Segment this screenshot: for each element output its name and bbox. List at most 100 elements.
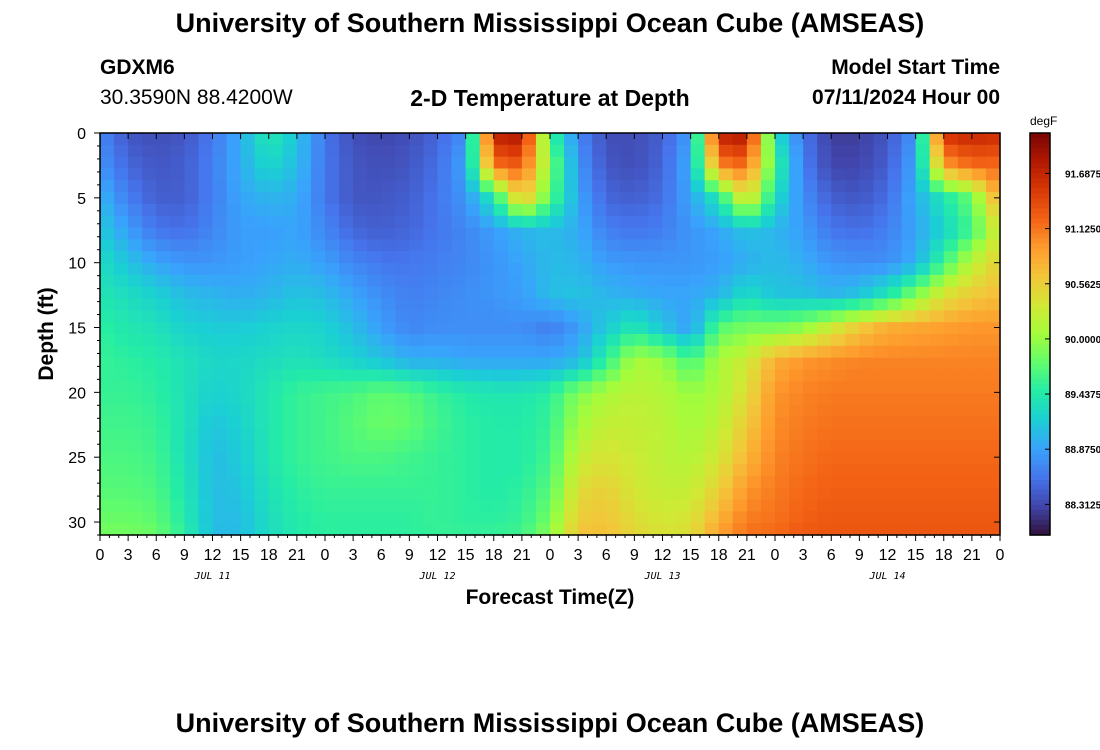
heatmap-cell: [170, 499, 185, 512]
heatmap-cell: [971, 192, 987, 205]
heatmap-cell: [409, 286, 425, 300]
heatmap-cell: [971, 180, 987, 193]
heatmap-cell: [634, 180, 650, 193]
heatmap-cell: [578, 357, 593, 371]
heatmap-cell: [690, 239, 706, 252]
heatmap-cell: [550, 192, 565, 205]
heatmap-cell: [282, 357, 298, 371]
heatmap-cell: [479, 168, 495, 181]
heatmap-cell: [760, 227, 776, 241]
heatmap-cell: [437, 464, 453, 477]
heatmap-cell: [915, 416, 931, 430]
heatmap-cell: [803, 192, 818, 205]
heatmap-cell: [353, 369, 368, 382]
heatmap-cell: [114, 523, 129, 536]
heatmap-cell: [789, 499, 804, 512]
heatmap-cell: [367, 286, 382, 300]
heatmap-cell: [634, 334, 650, 347]
heatmap-cell: [451, 357, 467, 371]
colorbar-swatch: [1030, 223, 1050, 230]
heatmap-cell: [648, 144, 664, 158]
heatmap-cell: [479, 215, 495, 229]
heatmap-cell: [662, 203, 678, 217]
heatmap-cell: [662, 192, 678, 205]
heatmap-cell: [142, 192, 157, 205]
heatmap-cell: [268, 180, 284, 193]
heatmap-cell: [676, 322, 692, 335]
heatmap-cell: [114, 428, 129, 442]
heatmap-cell: [296, 168, 312, 181]
heatmap-cell: [789, 144, 804, 158]
heatmap-cell: [423, 144, 439, 158]
heatmap-cell: [451, 404, 467, 418]
heatmap-cell: [437, 334, 453, 347]
heatmap-cell: [226, 156, 242, 170]
heatmap-cell: [929, 192, 945, 205]
colorbar-swatch: [1030, 213, 1050, 220]
station-coords: 30.3590N 88.4200W: [100, 86, 293, 109]
heatmap-cell: [268, 192, 284, 205]
heatmap-cell: [578, 499, 593, 512]
heatmap-cell: [184, 452, 200, 465]
heatmap-cell: [325, 345, 340, 359]
heatmap-cell: [395, 133, 410, 146]
heatmap-cell: [634, 464, 650, 477]
heatmap-cell: [100, 180, 115, 193]
heatmap-cell: [156, 511, 171, 524]
heatmap-cell: [535, 416, 551, 430]
heatmap-cell: [957, 168, 973, 181]
heatmap-cell: [465, 428, 481, 442]
heatmap-cell: [170, 251, 185, 264]
heatmap-cell: [325, 215, 340, 229]
heatmap-cell: [845, 393, 860, 406]
heatmap-cell: [564, 345, 579, 359]
heatmap-cell: [971, 369, 987, 382]
heatmap-cell: [521, 404, 537, 418]
heatmap-cell: [929, 156, 945, 170]
heatmap-cell: [929, 369, 945, 382]
heatmap-cell: [648, 263, 664, 276]
heatmap-cell: [887, 475, 903, 489]
heatmap-cell: [873, 298, 889, 311]
heatmap-cell: [915, 192, 931, 205]
heatmap-cell: [648, 523, 664, 536]
heatmap-cell: [915, 133, 931, 146]
heatmap-cell: [760, 487, 776, 501]
heatmap-cell: [732, 168, 748, 181]
heatmap-cell: [451, 416, 467, 430]
heatmap-cell: [423, 322, 439, 335]
heatmap-cell: [268, 203, 284, 217]
heatmap-cell: [971, 393, 987, 406]
heatmap-cell: [789, 133, 804, 146]
heatmap-cell: [296, 428, 312, 442]
heatmap-cell: [437, 393, 453, 406]
heatmap-cell: [100, 298, 115, 311]
heatmap-cell: [887, 369, 903, 382]
heatmap-cell: [493, 203, 509, 217]
heatmap-cell: [198, 215, 214, 229]
heatmap-cell: [845, 227, 860, 241]
heatmap-cell: [268, 464, 284, 477]
heatmap-cell: [367, 345, 382, 359]
plot-title: 2-D Temperature at Depth: [410, 85, 690, 111]
heatmap-cell: [198, 133, 214, 146]
colorbar-tick-label: 88.8750: [1065, 445, 1100, 456]
heatmap-cell: [325, 416, 340, 430]
heatmap-cell: [156, 133, 171, 146]
heatmap-cell: [803, 156, 818, 170]
heatmap-cell: [465, 523, 481, 536]
day-label: JUL 12: [418, 571, 455, 582]
heatmap-cell: [985, 133, 1001, 146]
heatmap-cell: [873, 393, 889, 406]
heatmap-cell: [310, 511, 326, 524]
heatmap-cell: [212, 452, 228, 465]
heatmap-cell: [817, 357, 832, 371]
heatmap-cell: [564, 381, 579, 394]
heatmap-cell: [423, 393, 439, 406]
heatmap-cell: [634, 440, 650, 453]
y-axis-title: Depth (ft): [35, 287, 58, 380]
heatmap-cell: [859, 251, 875, 264]
heatmap-cell: [718, 416, 734, 430]
heatmap-cell: [606, 416, 621, 430]
heatmap-cell: [690, 452, 706, 465]
